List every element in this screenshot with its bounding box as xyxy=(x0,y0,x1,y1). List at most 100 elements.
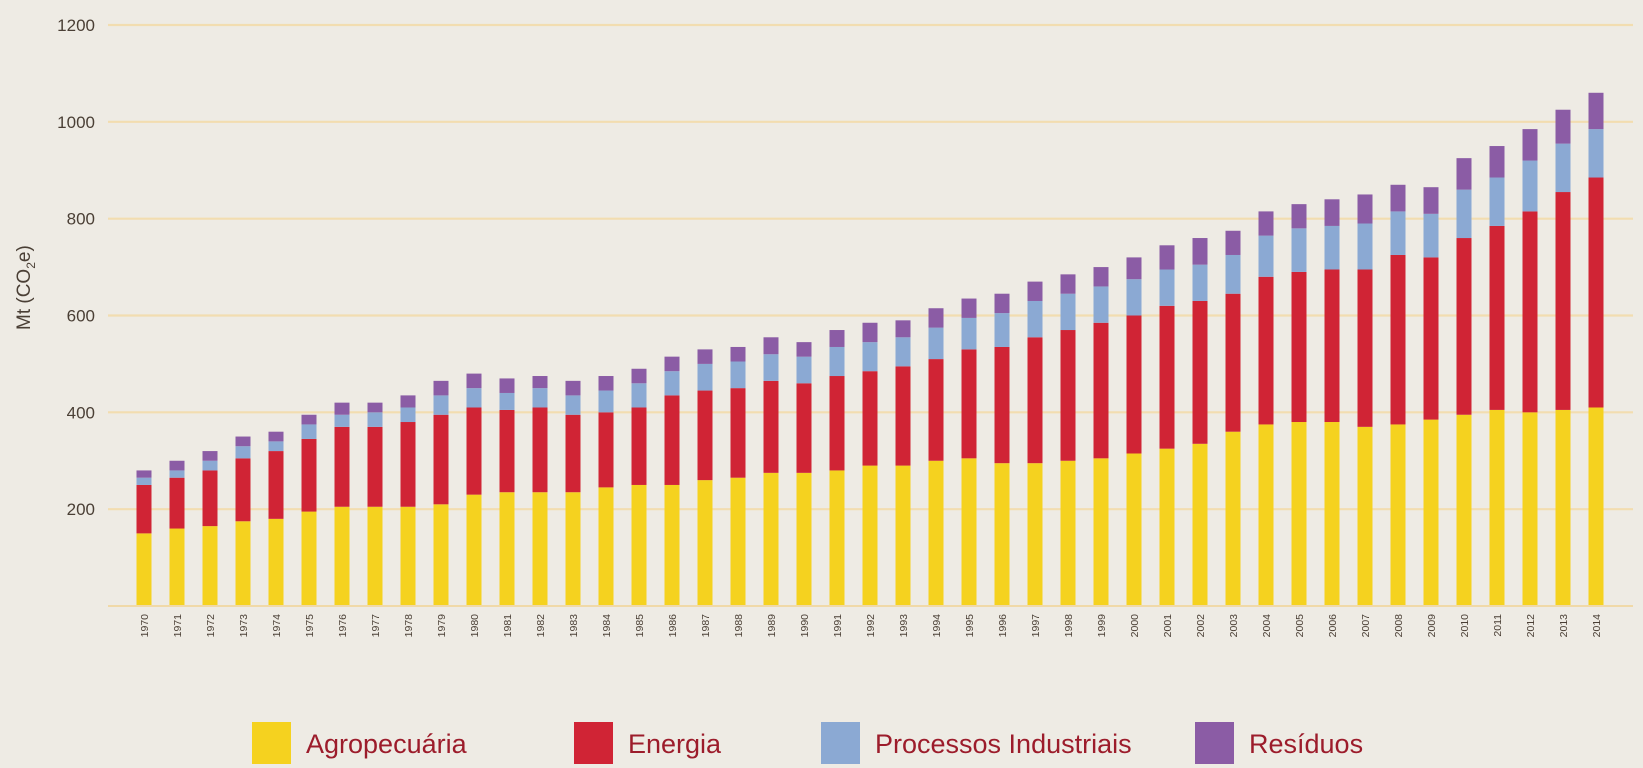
bar-segment xyxy=(664,371,680,396)
x-tick-label: 2002 xyxy=(1195,614,1207,638)
bar-segment xyxy=(433,380,449,396)
bar-segment xyxy=(1522,211,1538,413)
bar-segment xyxy=(1357,426,1373,606)
bar-segment xyxy=(994,313,1010,347)
bar-segment xyxy=(829,470,845,606)
bar-segment xyxy=(367,506,383,606)
bar-segment xyxy=(895,465,911,606)
bar-segment xyxy=(1588,92,1604,130)
y-tick-label: 600 xyxy=(67,307,95,326)
y-tick-label: 200 xyxy=(67,500,95,519)
bar-segment xyxy=(235,521,251,606)
bar-segment xyxy=(796,342,812,357)
bar-segment xyxy=(664,356,680,372)
bar-segment xyxy=(1291,204,1307,229)
legend-label: Agropecuária xyxy=(306,729,468,759)
bar-segment xyxy=(1291,228,1307,272)
bar-segment xyxy=(268,451,284,519)
bar-segment xyxy=(1324,225,1340,270)
bar-segment xyxy=(532,388,548,408)
bar-segment xyxy=(697,480,713,606)
x-tick-label: 1987 xyxy=(700,614,712,638)
bar-segment xyxy=(268,431,284,442)
y-axis-title-tail: e) xyxy=(14,245,35,262)
bar-segment xyxy=(1258,276,1274,425)
legend-swatch xyxy=(1195,722,1234,764)
bar-segment xyxy=(1027,337,1043,464)
bar-segment xyxy=(1291,422,1307,606)
y-tick-label: 1000 xyxy=(57,113,95,132)
bar-segment xyxy=(1588,407,1604,606)
bar-segment xyxy=(136,470,152,478)
bar-segment xyxy=(1357,269,1373,427)
bar-segment xyxy=(169,470,185,478)
bar-segment xyxy=(829,330,845,347)
x-tick-label: 2004 xyxy=(1261,614,1273,638)
x-tick-label: 1994 xyxy=(931,614,943,638)
bar-segment xyxy=(1555,143,1571,193)
legend-swatch xyxy=(821,722,860,764)
bar-segment xyxy=(268,441,284,452)
bar-segment xyxy=(1159,269,1175,306)
bar-segment xyxy=(400,407,416,423)
bar-segment xyxy=(1555,192,1571,410)
x-tick-label: 1970 xyxy=(139,614,151,638)
bar-segment xyxy=(1390,184,1406,212)
x-tick-label: 2007 xyxy=(1360,614,1372,638)
bar-segment xyxy=(334,506,350,606)
x-tick-label: 1979 xyxy=(436,614,448,638)
bar-segment xyxy=(1093,286,1109,323)
bar-segment xyxy=(1258,235,1274,277)
bar-segment xyxy=(1027,300,1043,338)
bar-segment xyxy=(136,533,152,607)
bar-segment xyxy=(1423,257,1439,420)
bar-segment xyxy=(1027,463,1043,606)
legend: Agropecuária Energia Processos Industriais… xyxy=(252,722,1363,764)
bar-segment xyxy=(1258,424,1274,606)
y-axis-ticks: 200 400 600 800 1000 1200 xyxy=(57,16,95,519)
bar-segment xyxy=(796,356,812,384)
y-tick-label: 400 xyxy=(67,403,95,422)
bar-segment xyxy=(301,511,317,606)
legend-label: Resíduos xyxy=(1249,729,1363,759)
bar-segment xyxy=(1060,330,1076,461)
bar-segment xyxy=(334,402,350,415)
bar-segment xyxy=(1456,189,1472,239)
bar-segment xyxy=(499,409,515,493)
x-tick-label: 1990 xyxy=(799,614,811,638)
legend-label: Energia xyxy=(628,729,722,759)
bar-segment xyxy=(565,380,581,396)
bar-segment xyxy=(433,395,449,415)
bar-segment xyxy=(1093,267,1109,287)
bar-segment xyxy=(1489,409,1505,606)
bar-segment xyxy=(1456,238,1472,415)
bar-segment xyxy=(1390,211,1406,255)
bar-segment xyxy=(895,320,911,338)
x-tick-label: 1984 xyxy=(601,614,613,638)
bar-segment xyxy=(367,426,383,507)
bar-segment xyxy=(169,477,185,529)
bar-segment xyxy=(202,470,218,527)
bar-segment xyxy=(1555,409,1571,606)
bar-segment xyxy=(1390,424,1406,606)
bar-segment xyxy=(994,293,1010,314)
bar-segment xyxy=(334,414,350,427)
bar-segment xyxy=(697,390,713,481)
x-tick-label: 1982 xyxy=(535,614,547,638)
bar-segment xyxy=(268,518,284,606)
legend-swatch xyxy=(252,722,291,764)
x-tick-label: 1971 xyxy=(172,614,184,638)
x-tick-label: 2003 xyxy=(1228,614,1240,638)
bar-segment xyxy=(961,458,977,606)
bar-segment xyxy=(433,414,449,505)
bar-segment xyxy=(532,407,548,493)
bar-segment xyxy=(664,484,680,606)
bar-segment xyxy=(598,412,614,488)
x-tick-label: 1977 xyxy=(370,614,382,638)
bar-segment xyxy=(1423,213,1439,258)
bar-segment xyxy=(1126,257,1142,280)
bar-segment xyxy=(367,402,383,413)
bar-segment xyxy=(1225,254,1241,294)
bar-segment xyxy=(235,436,251,447)
bar-segment xyxy=(1093,322,1109,459)
